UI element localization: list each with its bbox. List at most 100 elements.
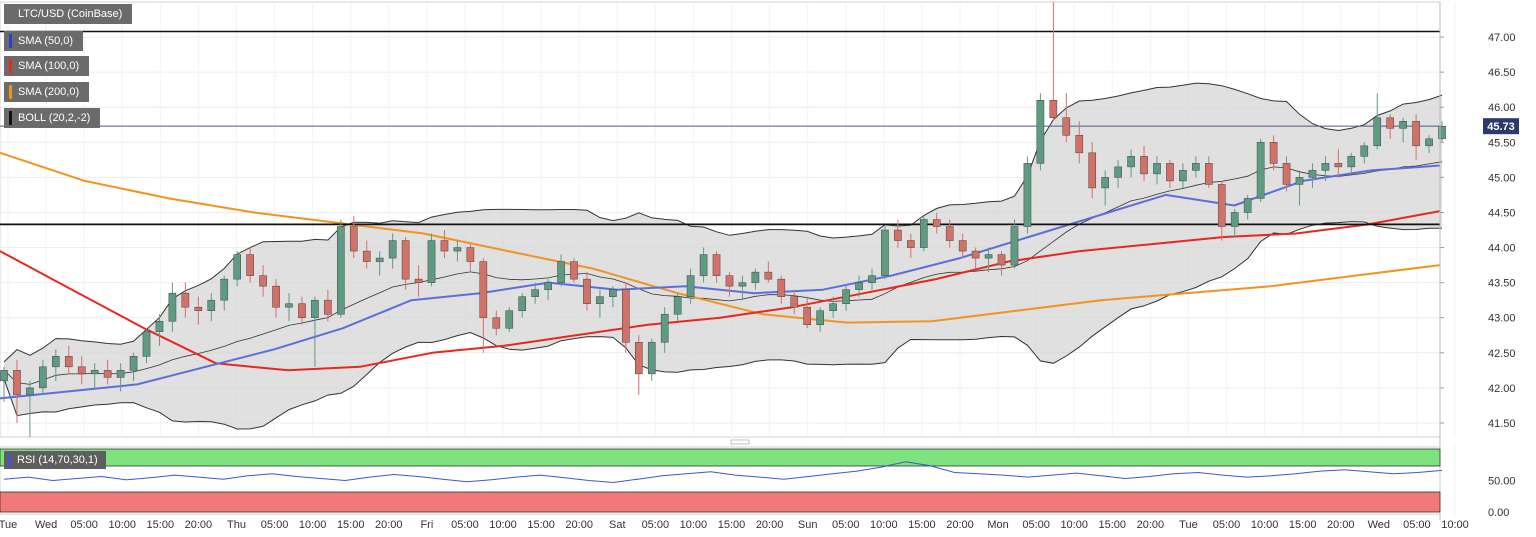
candle-body	[181, 292, 190, 308]
candles[interactable]	[0, 2, 1446, 437]
y-tick-label: 46.50	[1488, 67, 1516, 79]
candle-body	[90, 370, 99, 375]
candle-body	[932, 219, 941, 227]
time-axis: Tue Wed 05:00 10:00 15:00 20:00 Thu 05:00 10:00 1…	[0, 519, 1469, 531]
candle-body	[958, 240, 967, 252]
candle-body	[699, 254, 708, 276]
candle-body	[1062, 117, 1071, 136]
symbol-label: LTC/USD (CoinBase)	[18, 8, 123, 20]
candle-body	[557, 261, 565, 283]
candle-body	[440, 240, 449, 252]
legend-sma200[interactable]: SMA (200,0)	[4, 82, 90, 104]
candle-body	[388, 240, 397, 259]
candle-body	[26, 387, 34, 396]
x-tick-label: 05:00	[451, 519, 479, 531]
candle-body	[596, 296, 604, 304]
x-tick-label: 10:00	[108, 519, 136, 531]
candle-body	[220, 278, 229, 301]
candle-body	[1360, 145, 1369, 157]
rsi-line	[3, 461, 1443, 484]
x-tick-label: 20:00	[185, 519, 213, 531]
candle-body	[803, 306, 812, 325]
candle-body	[1399, 121, 1407, 129]
x-tick-label: 15:00	[1289, 519, 1317, 531]
x-tick-label: 05:00	[1403, 519, 1431, 531]
candle-body	[907, 240, 915, 248]
legend-boll[interactable]: BOLL (20,2,-2)	[4, 108, 101, 130]
legend-symbol[interactable]: LTC/USD (CoinBase)	[4, 4, 133, 26]
band-fill	[4, 83, 1442, 429]
candle-body	[1075, 135, 1084, 154]
candle-body	[77, 366, 86, 375]
candle-body	[492, 317, 501, 329]
candle-body	[777, 278, 786, 297]
candle-body	[1256, 142, 1265, 199]
candle-body	[855, 282, 863, 290]
x-tick-label: 20:00	[1137, 519, 1165, 531]
candle-body	[647, 342, 656, 375]
candle-body	[609, 289, 617, 297]
candle-body	[1153, 163, 1161, 175]
band-upper	[3, 82, 1443, 363]
sma50-line	[0, 164, 1441, 400]
candle-body	[725, 275, 734, 287]
candle-body	[13, 370, 21, 396]
x-tick-label: 05:00	[832, 519, 860, 531]
candle-body	[622, 289, 630, 343]
candle-body	[544, 282, 552, 290]
candle-body	[1217, 184, 1226, 227]
x-tick-label: 05:00	[1213, 519, 1241, 531]
y-tick-label: 42.50	[1488, 348, 1516, 360]
candle-body	[116, 370, 125, 378]
y-tick-label: 44.50	[1488, 207, 1516, 219]
panel-resize-handle	[730, 439, 750, 445]
legend-rsi[interactable]: RSI (14,70,30,1)	[4, 451, 106, 469]
x-tick-label: Tue	[1179, 519, 1198, 531]
x-tick-label: 10:00	[870, 519, 898, 531]
candle-body	[1308, 170, 1317, 178]
candle-body	[505, 310, 514, 329]
rsi-panel: 50.00 0.00	[0, 446, 1516, 519]
candle-body	[790, 296, 799, 308]
candle-body	[945, 226, 954, 241]
candle-body	[155, 320, 164, 333]
candle-body	[842, 289, 850, 304]
candle-body	[285, 303, 293, 308]
sma200-label: SMA (200,0)	[18, 86, 80, 98]
candle-body	[1230, 212, 1239, 227]
candle-body	[0, 370, 8, 382]
candle-body	[1347, 156, 1356, 168]
x-tick-label: 15:00	[337, 519, 365, 531]
x-tick-label: 15:00	[718, 519, 746, 531]
sma200-line	[0, 151, 1441, 324]
x-tick-label: Tue	[0, 519, 17, 531]
candle-body	[362, 250, 371, 262]
candle-body	[427, 240, 436, 283]
candle-body	[1373, 117, 1382, 147]
band-middle	[3, 161, 1443, 385]
candle-body	[1088, 152, 1097, 189]
candle-body	[466, 247, 475, 262]
candle-body	[751, 271, 760, 283]
candle-body	[1114, 166, 1122, 178]
candle-body	[103, 370, 112, 378]
rsi-overbought-zone	[0, 448, 1441, 467]
candle-body	[39, 366, 47, 389]
x-tick-label: Wed	[1368, 519, 1390, 531]
candle-body	[1269, 142, 1278, 164]
y-tick-label: 42.00	[1488, 383, 1516, 395]
candle-body	[194, 306, 203, 311]
rsi-level-label: 0.00	[1488, 507, 1509, 519]
x-tick-label: 20:00	[1327, 519, 1355, 531]
candle-body	[673, 296, 682, 315]
candle-body	[1010, 226, 1019, 266]
price-axis: 41.50 42.00 42.50 43.00 43.50 44.00 44.50 45.00…	[730, 2, 1519, 520]
candle-body	[686, 275, 695, 297]
x-tick-label: 05:00	[261, 519, 289, 531]
y-tick-label: 45.50	[1488, 137, 1516, 149]
candle-body	[1049, 99, 1058, 119]
legend-sma50[interactable]: SMA (50,0)	[4, 31, 84, 53]
legend-sma100[interactable]: SMA (100,0)	[4, 56, 90, 78]
candle-body	[518, 296, 527, 311]
